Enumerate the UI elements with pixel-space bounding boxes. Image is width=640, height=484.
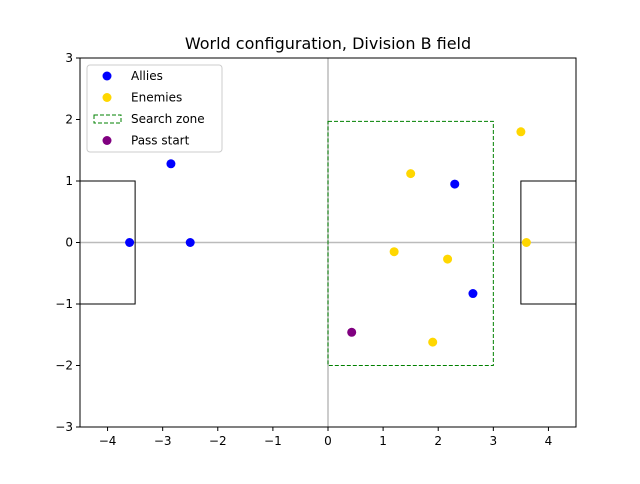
y-tick-label: 3 — [65, 51, 73, 65]
chart-title: World configuration, Division B field — [185, 34, 471, 53]
x-tick-label: −3 — [154, 434, 172, 448]
y-tick-label: −2 — [55, 359, 73, 373]
search-zone-rect — [327, 120, 494, 366]
y-tick-label: 2 — [65, 113, 73, 127]
x-tick-label: 1 — [379, 434, 387, 448]
enemies-point-3 — [406, 169, 416, 179]
x-tick-label: 4 — [545, 434, 553, 448]
enemies-point-1 — [521, 238, 531, 247]
legend-marker-pass-start — [102, 136, 112, 145]
y-tick-label: −1 — [55, 297, 73, 311]
allies-point-5 — [468, 289, 478, 299]
x-tick-label: −4 — [99, 434, 117, 448]
legend-marker-search-zone — [93, 114, 122, 124]
y-tick-label: 0 — [65, 236, 73, 250]
legend: Allies Enemies Search zone Pass start — [86, 64, 223, 153]
enemies-point-4 — [389, 247, 399, 257]
allies-point-3 — [166, 159, 176, 169]
x-tick-label: 3 — [490, 434, 498, 448]
allies-point-2 — [185, 238, 195, 247]
legend-label-enemies: Enemies — [131, 91, 182, 105]
legend-box — [86, 64, 223, 153]
x-tick-label: −2 — [209, 434, 227, 448]
legend-label-allies: Allies — [131, 69, 163, 83]
enemies-point-6 — [428, 337, 438, 347]
enemies-point-2 — [516, 127, 526, 137]
x-tick-label: −1 — [264, 434, 282, 448]
axes: −4 −3 −2 −1 0 1 2 3 4 −3 −2 −1 0 1 2 3 — [55, 51, 577, 448]
y-tick-label: 1 — [65, 174, 73, 188]
pass-start-point-1 — [347, 327, 357, 337]
enemies-point-5 — [443, 254, 453, 264]
x-tick-label: 0 — [324, 434, 332, 448]
plot-area — [79, 58, 577, 427]
legend-label-pass-start: Pass start — [131, 134, 190, 148]
legend-marker-enemies — [102, 93, 112, 102]
allies-point-4 — [450, 179, 460, 189]
legend-marker-allies — [102, 71, 112, 81]
x-tick-label: 2 — [434, 434, 442, 448]
y-tick-label: −3 — [55, 420, 73, 434]
legend-label-search-zone: Search zone — [131, 112, 205, 126]
allies-point-1 — [125, 238, 135, 247]
